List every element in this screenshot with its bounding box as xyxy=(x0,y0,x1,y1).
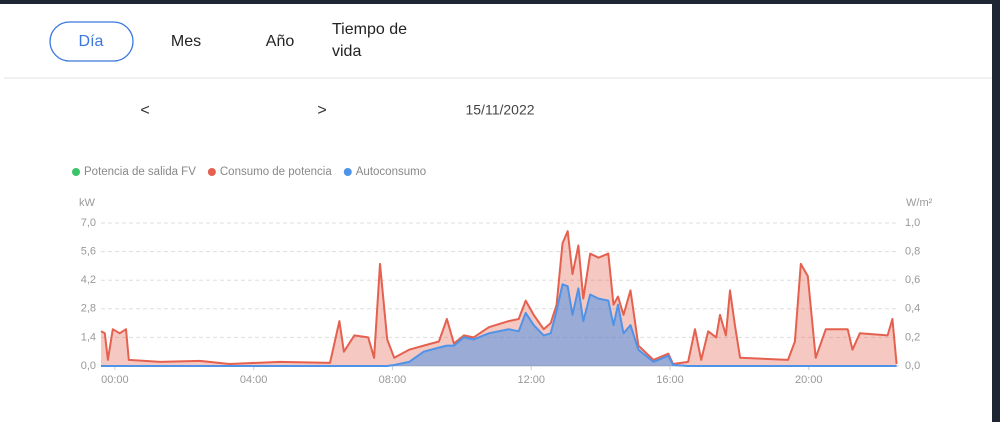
tab-pill[interactable] xyxy=(49,21,134,62)
y2-tick-label: 0,0 xyxy=(905,360,920,372)
y2-tick-label: 0,4 xyxy=(905,303,920,315)
right-edge xyxy=(992,0,1000,422)
x-tick-label: 12:00 xyxy=(517,374,545,386)
y2-tick-label: 0,8 xyxy=(905,246,920,258)
next-button[interactable]: > xyxy=(317,102,326,119)
legend-label: Consumo de potencia xyxy=(220,166,332,178)
x-tick-label: 00:00 xyxy=(101,374,129,386)
tab[interactable]: Mes xyxy=(171,33,201,50)
y-tick-label: 5,6 xyxy=(81,246,96,258)
x-tick-label: 04:00 xyxy=(240,374,268,386)
x-tick-label: 20:00 xyxy=(795,374,823,386)
legend-dot xyxy=(72,168,80,176)
legend-label: Autoconsumo xyxy=(356,166,426,178)
top-bar xyxy=(0,0,1000,4)
area xyxy=(101,284,897,366)
legend-dot xyxy=(207,168,216,176)
x-tick-label: 16:00 xyxy=(656,374,684,386)
y-tick-label: 1,4 xyxy=(81,331,96,343)
y2-tick-label: 0,6 xyxy=(905,274,920,286)
date: 15/11/2022 xyxy=(465,102,534,118)
y-axis-unit: kW xyxy=(79,197,96,209)
y2-axis-unit: W/m² xyxy=(906,197,933,209)
prev-button[interactable]: < xyxy=(140,102,149,119)
legend-label: Potencia de salida FV xyxy=(84,166,196,178)
tab[interactable]: Tiempo de vida xyxy=(332,21,407,60)
line xyxy=(101,283,897,367)
y2-tick-label: 1,0 xyxy=(905,217,920,229)
tab[interactable]: Año xyxy=(266,33,295,50)
y2-tick-label: 0,2 xyxy=(905,331,920,343)
y-tick-label: 4,2 xyxy=(81,274,96,286)
y-tick-label: 0,0 xyxy=(81,360,96,372)
y-tick-label: 2,8 xyxy=(81,303,96,315)
legend-dot xyxy=(343,168,352,176)
tab-wrap: Tiempo de vida xyxy=(332,21,407,60)
line xyxy=(100,230,898,365)
tab[interactable]: Día xyxy=(79,33,104,50)
y-tick-label: 7,0 xyxy=(81,217,96,229)
x-tick-label: 08:00 xyxy=(379,374,407,386)
